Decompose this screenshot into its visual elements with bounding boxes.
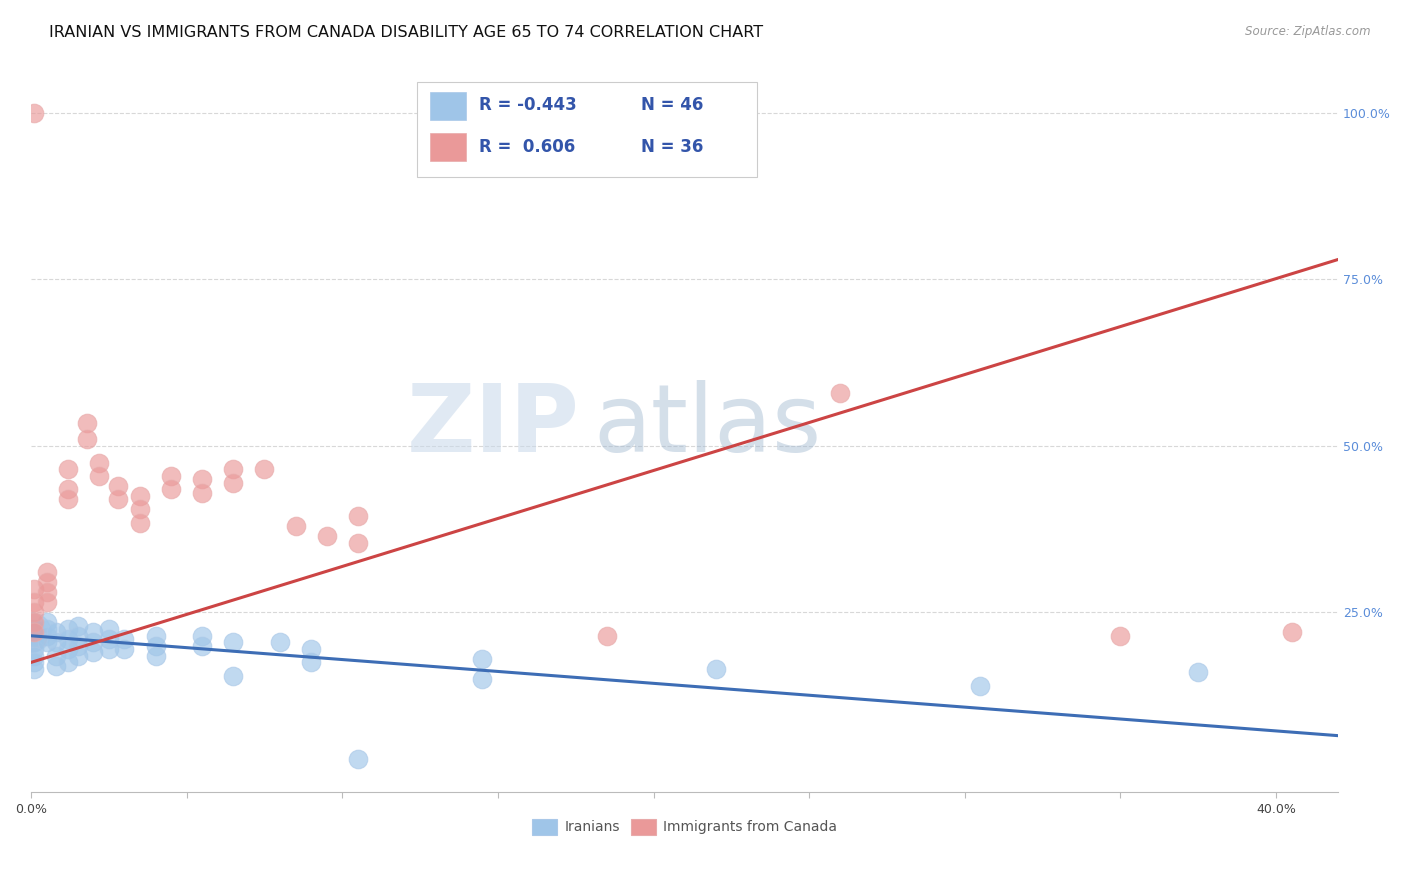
Point <box>82 635 104 649</box>
Point <box>20 629 42 643</box>
Point <box>1109 629 1132 643</box>
FancyBboxPatch shape <box>416 81 756 177</box>
Point <box>315 529 337 543</box>
Point <box>22 625 45 640</box>
Point <box>66 619 89 633</box>
Point <box>82 625 104 640</box>
Point <box>22 629 45 643</box>
Point <box>58 642 80 657</box>
Point <box>35 635 58 649</box>
Point <box>596 629 619 643</box>
Point <box>222 462 245 476</box>
Point <box>76 416 98 430</box>
Point <box>253 462 276 476</box>
Point <box>35 615 58 630</box>
Text: atlas: atlas <box>593 380 821 472</box>
Point <box>284 519 307 533</box>
Point <box>191 629 214 643</box>
Point <box>35 566 58 580</box>
Point <box>82 645 104 659</box>
Point <box>22 615 45 630</box>
Point <box>129 502 152 516</box>
Point <box>35 595 58 609</box>
Point <box>346 752 368 766</box>
Point <box>471 652 494 666</box>
Point <box>704 662 727 676</box>
Point <box>1187 665 1209 680</box>
Point <box>58 482 80 496</box>
Point <box>89 456 111 470</box>
Point <box>97 622 120 636</box>
Point <box>160 469 183 483</box>
Bar <box>430 92 467 120</box>
Point <box>107 479 129 493</box>
Point <box>76 432 98 446</box>
Legend: Iranians, Immigrants from Canada: Iranians, Immigrants from Canada <box>527 814 842 840</box>
Text: R =  0.606: R = 0.606 <box>479 137 575 156</box>
Point <box>66 639 89 653</box>
Point <box>222 635 245 649</box>
Bar <box>430 133 467 161</box>
Point <box>191 639 214 653</box>
Point <box>22 635 45 649</box>
Point <box>22 662 45 676</box>
Point <box>22 642 45 657</box>
Point <box>58 492 80 507</box>
Point <box>35 585 58 599</box>
Point <box>112 642 135 657</box>
Point <box>222 475 245 490</box>
Point <box>45 658 67 673</box>
Point <box>97 632 120 646</box>
Point <box>299 642 322 657</box>
Point <box>346 535 368 549</box>
Point <box>830 385 852 400</box>
Point <box>191 485 214 500</box>
Point <box>145 648 167 663</box>
Point <box>45 625 67 640</box>
Point <box>97 642 120 657</box>
Point <box>22 606 45 620</box>
Point <box>145 639 167 653</box>
Point <box>471 672 494 686</box>
Point <box>969 679 991 693</box>
Point <box>45 648 67 663</box>
Text: IRANIAN VS IMMIGRANTS FROM CANADA DISABILITY AGE 65 TO 74 CORRELATION CHART: IRANIAN VS IMMIGRANTS FROM CANADA DISABI… <box>49 25 763 40</box>
Point <box>58 462 80 476</box>
Point <box>346 508 368 523</box>
Point <box>222 669 245 683</box>
Point <box>66 648 89 663</box>
Text: Source: ZipAtlas.com: Source: ZipAtlas.com <box>1246 25 1371 38</box>
Point <box>35 629 58 643</box>
Point <box>22 582 45 596</box>
Point <box>20 625 42 640</box>
Point <box>112 632 135 646</box>
Point <box>129 489 152 503</box>
Point <box>58 632 80 646</box>
Point <box>145 629 167 643</box>
Point <box>22 595 45 609</box>
Point <box>160 482 183 496</box>
Point <box>269 635 291 649</box>
Point <box>22 648 45 663</box>
Point <box>22 106 45 120</box>
Text: N = 36: N = 36 <box>641 137 704 156</box>
Point <box>35 575 58 590</box>
Point <box>89 469 111 483</box>
Point <box>191 472 214 486</box>
Point <box>45 635 67 649</box>
Point <box>129 516 152 530</box>
Point <box>107 492 129 507</box>
Point <box>22 656 45 670</box>
Point <box>1281 625 1303 640</box>
Point <box>58 622 80 636</box>
Point <box>22 622 45 636</box>
Point <box>58 656 80 670</box>
Point <box>299 656 322 670</box>
Text: R = -0.443: R = -0.443 <box>479 96 576 114</box>
Text: N = 46: N = 46 <box>641 96 704 114</box>
Point <box>35 622 58 636</box>
Text: ZIP: ZIP <box>408 380 581 472</box>
Point <box>66 629 89 643</box>
